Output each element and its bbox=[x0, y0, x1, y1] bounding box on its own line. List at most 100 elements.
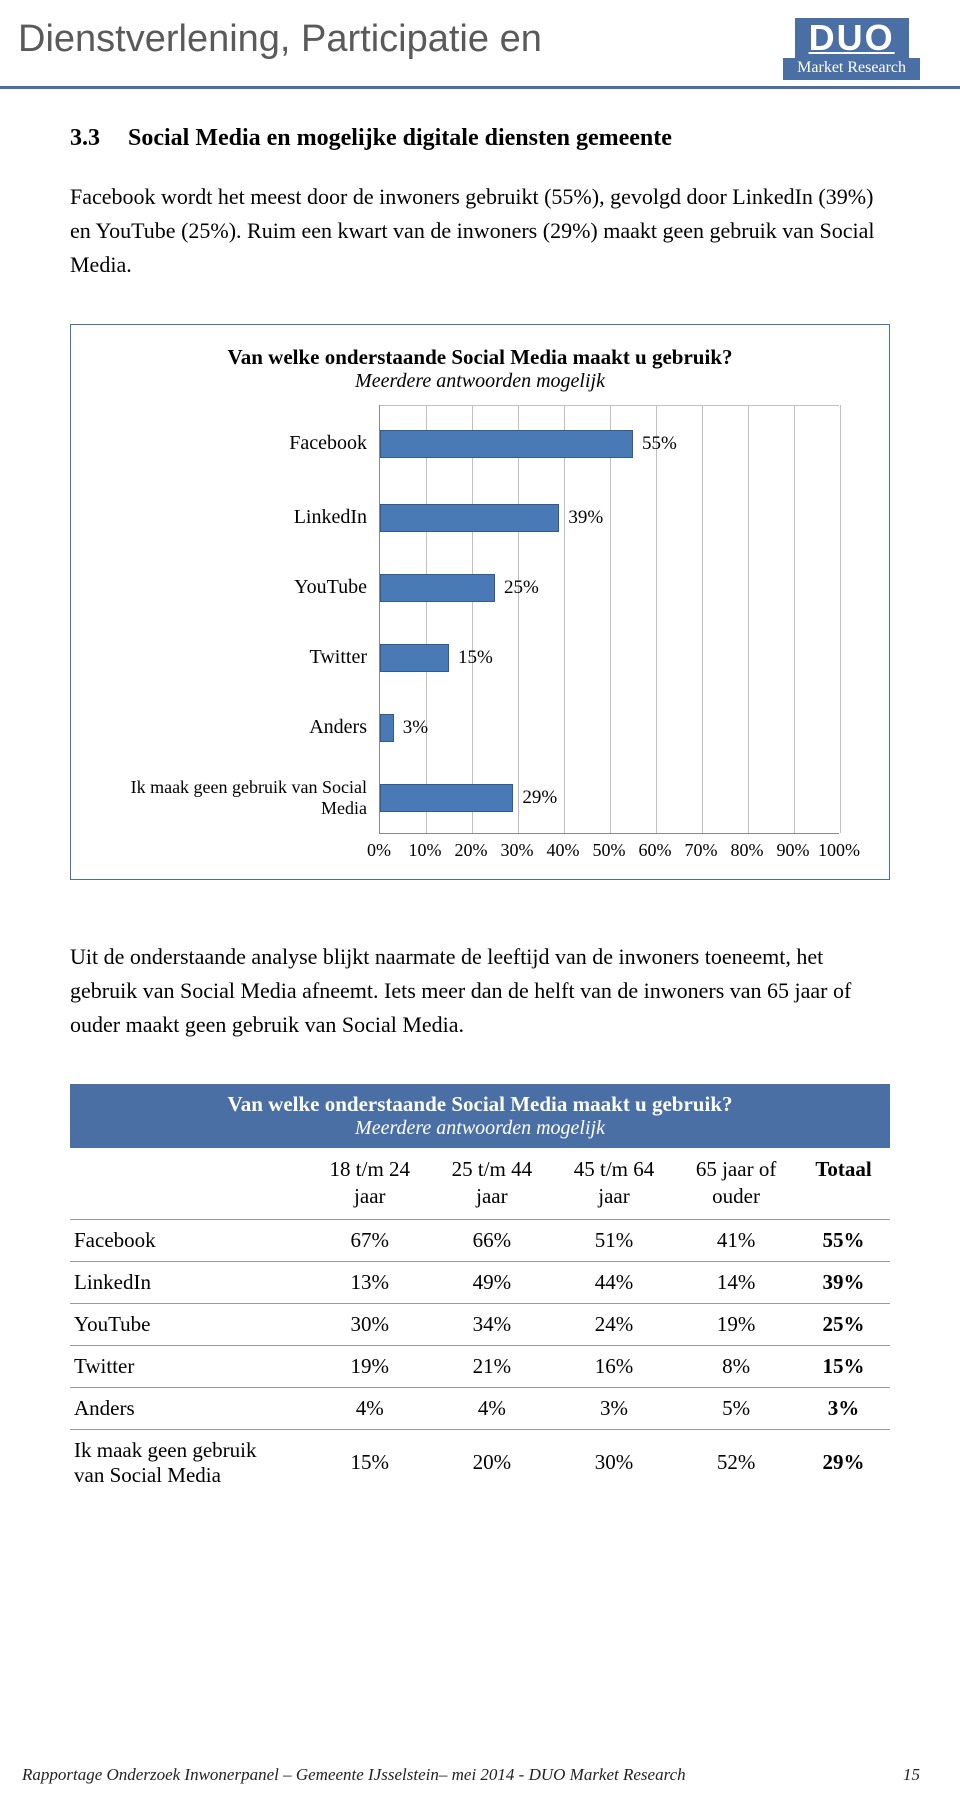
footer-left: Rapportage Onderzoek Inwonerpanel – Geme… bbox=[22, 1765, 686, 1785]
table-cell: 49% bbox=[431, 1261, 553, 1303]
table-subtitle: Meerdere antwoorden mogelijk bbox=[70, 1117, 890, 1148]
table-cell: 19% bbox=[309, 1345, 431, 1387]
chart-row-label: YouTube bbox=[99, 576, 379, 599]
logo-text-top: DUO bbox=[795, 18, 909, 58]
section-number: 3.3 bbox=[70, 125, 100, 152]
table-column-header: 45 t/m 64jaar bbox=[553, 1148, 675, 1219]
chart-row: YouTube25% bbox=[99, 553, 861, 623]
chart-x-axis: 0%10%20%30%40%50%60%70%80%90%100% bbox=[379, 833, 839, 865]
chart-x-tick: 80% bbox=[731, 840, 764, 861]
table-cell: 55% bbox=[797, 1219, 890, 1261]
table-title: Van welke onderstaande Social Media maak… bbox=[70, 1084, 890, 1117]
chart-x-tick: 20% bbox=[455, 840, 488, 861]
page-footer: Rapportage Onderzoek Inwonerpanel – Geme… bbox=[22, 1765, 920, 1785]
table-cell: 15% bbox=[797, 1345, 890, 1387]
table-cell: 66% bbox=[431, 1219, 553, 1261]
chart-row-label: Anders bbox=[99, 716, 379, 739]
chart-bar: 39% bbox=[380, 504, 559, 532]
table-column-header: 18 t/m 24jaar bbox=[309, 1148, 431, 1219]
table-cell: 8% bbox=[675, 1345, 797, 1387]
chart-bar-value: 25% bbox=[494, 577, 539, 599]
social-media-chart: Van welke onderstaande Social Media maak… bbox=[70, 324, 890, 880]
table-row-label: Facebook bbox=[70, 1219, 309, 1261]
chart-bar-area: 29% bbox=[379, 763, 839, 833]
chart-x-tick: 50% bbox=[593, 840, 626, 861]
table-cell: 5% bbox=[675, 1387, 797, 1429]
table-cell: 30% bbox=[553, 1429, 675, 1496]
table-cell: 52% bbox=[675, 1429, 797, 1496]
chart-bar: 25% bbox=[380, 574, 495, 602]
chart-row: LinkedIn39% bbox=[99, 483, 861, 553]
chart-bar-value: 29% bbox=[512, 787, 557, 809]
table-cell: 3% bbox=[797, 1387, 890, 1429]
table-cell: 41% bbox=[675, 1219, 797, 1261]
table-cell: 3% bbox=[553, 1387, 675, 1429]
chart-bar-value: 39% bbox=[558, 507, 603, 529]
table-row-label: YouTube bbox=[70, 1303, 309, 1345]
chart-x-tick: 10% bbox=[409, 840, 442, 861]
age-table-wrap: Van welke onderstaande Social Media maak… bbox=[70, 1084, 890, 1496]
table-cell: 13% bbox=[309, 1261, 431, 1303]
chart-bar-value: 55% bbox=[632, 433, 677, 455]
table-column-header bbox=[70, 1148, 309, 1219]
table-cell: 19% bbox=[675, 1303, 797, 1345]
table-column-header: Totaal bbox=[797, 1148, 890, 1219]
chart-bar-area: 39% bbox=[379, 483, 839, 553]
table-cell: 20% bbox=[431, 1429, 553, 1496]
chart-x-tick: 70% bbox=[685, 840, 718, 861]
table-cell: 15% bbox=[309, 1429, 431, 1496]
chart-x-tick: 60% bbox=[639, 840, 672, 861]
table-cell: 51% bbox=[553, 1219, 675, 1261]
intro-paragraph: Facebook wordt het meest door de inwoner… bbox=[70, 180, 890, 282]
chart-bar-area: 15% bbox=[379, 623, 839, 693]
age-table: Van welke onderstaande Social Media maak… bbox=[70, 1084, 890, 1496]
table-cell: 67% bbox=[309, 1219, 431, 1261]
table-cell: 21% bbox=[431, 1345, 553, 1387]
chart-title: Van welke onderstaande Social Media maak… bbox=[99, 345, 861, 370]
table-cell: 14% bbox=[675, 1261, 797, 1303]
content-area: 3.3 Social Media en mogelijke digitale d… bbox=[0, 89, 960, 1496]
chart-row: Ik maak geen gebruik van Social Media29% bbox=[99, 763, 861, 833]
table-row-label: Ik maak geen gebruikvan Social Media bbox=[70, 1429, 309, 1496]
table-cell: 25% bbox=[797, 1303, 890, 1345]
chart-bar: 29% bbox=[380, 784, 513, 812]
table-row-label: Twitter bbox=[70, 1345, 309, 1387]
chart-row: Facebook55% bbox=[99, 405, 861, 483]
chart-row-label: LinkedIn bbox=[99, 506, 379, 529]
chart-x-tick: 30% bbox=[501, 840, 534, 861]
table-cell: 34% bbox=[431, 1303, 553, 1345]
chart-row: Twitter 15% bbox=[99, 623, 861, 693]
table-cell: 30% bbox=[309, 1303, 431, 1345]
chart-row-label: Twitter bbox=[99, 646, 379, 669]
chart-body: Facebook55%LinkedIn39%YouTube25%Twitter1… bbox=[99, 405, 861, 833]
table-cell: 4% bbox=[309, 1387, 431, 1429]
section-heading: 3.3 Social Media en mogelijke digitale d… bbox=[70, 125, 890, 152]
table-cell: 24% bbox=[553, 1303, 675, 1345]
chart-bar-value: 3% bbox=[393, 717, 428, 739]
chart-bar-value: 15% bbox=[448, 647, 493, 669]
chart-row: Anders3% bbox=[99, 693, 861, 763]
header-title: Dienstverlening, Participatie en bbox=[18, 18, 542, 61]
logo-text-bottom: Market Research bbox=[783, 58, 920, 80]
table-cell: 16% bbox=[553, 1345, 675, 1387]
table-column-header: 25 t/m 44jaar bbox=[431, 1148, 553, 1219]
chart-x-tick: 100% bbox=[818, 840, 860, 861]
chart-x-tick: 0% bbox=[367, 840, 391, 861]
chart-bar: 3% bbox=[380, 714, 394, 742]
chart-x-tick: 90% bbox=[777, 840, 810, 861]
table-cell: 29% bbox=[797, 1429, 890, 1496]
duo-logo: DUO Market Research bbox=[783, 18, 920, 80]
table-row-label: LinkedIn bbox=[70, 1261, 309, 1303]
chart-bar-area: 25% bbox=[379, 553, 839, 623]
chart-subtitle: Meerdere antwoorden mogelijk bbox=[99, 370, 861, 393]
section-title: Social Media en mogelijke digitale diens… bbox=[128, 125, 672, 152]
chart-x-tick: 40% bbox=[547, 840, 580, 861]
middle-paragraph: Uit de onderstaande analyse blijkt naarm… bbox=[70, 940, 890, 1042]
chart-bar: 55% bbox=[380, 430, 633, 458]
page-header: Dienstverlening, Participatie en DUO Mar… bbox=[0, 0, 960, 89]
footer-page-number: 15 bbox=[903, 1765, 920, 1785]
chart-bar-area: 3% bbox=[379, 693, 839, 763]
table-row-label: Anders bbox=[70, 1387, 309, 1429]
chart-bar-area: 55% bbox=[379, 405, 839, 483]
table-cell: 39% bbox=[797, 1261, 890, 1303]
